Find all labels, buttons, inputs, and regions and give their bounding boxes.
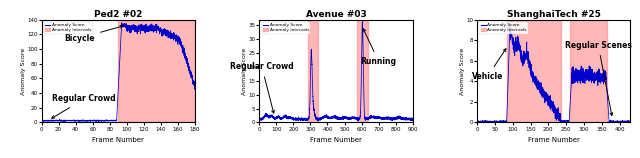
Legend: Anomaly Score, Anomaly Intervals: Anomaly Score, Anomaly Intervals bbox=[44, 22, 93, 34]
Text: Regular Scenes: Regular Scenes bbox=[565, 41, 632, 115]
Bar bbox=[308, 20, 318, 122]
Text: Regular Crowd: Regular Crowd bbox=[52, 94, 116, 118]
Y-axis label: Anomaly Score: Anomaly Score bbox=[460, 47, 465, 95]
Text: Running: Running bbox=[360, 29, 397, 66]
Bar bbox=[118, 20, 195, 122]
Text: Bicycle: Bicycle bbox=[65, 25, 123, 43]
X-axis label: Frame Number: Frame Number bbox=[528, 137, 580, 143]
Bar bbox=[508, 20, 561, 122]
Legend: Anomaly Score, Anomaly Intervals: Anomaly Score, Anomaly Intervals bbox=[479, 22, 528, 34]
Title: ShanghaiTech #25: ShanghaiTech #25 bbox=[507, 10, 601, 19]
Bar bbox=[570, 20, 607, 122]
Text: Regular Crowd: Regular Crowd bbox=[230, 62, 294, 113]
Text: Vehicle: Vehicle bbox=[472, 49, 506, 81]
Bar bbox=[357, 20, 369, 122]
X-axis label: Frame Number: Frame Number bbox=[310, 137, 362, 143]
Y-axis label: Anomaly Score: Anomaly Score bbox=[242, 47, 247, 95]
Y-axis label: Anomaly Score: Anomaly Score bbox=[20, 47, 26, 95]
X-axis label: Frame Number: Frame Number bbox=[92, 137, 144, 143]
Title: Ped2 #02: Ped2 #02 bbox=[94, 10, 143, 19]
Title: Avenue #03: Avenue #03 bbox=[306, 10, 366, 19]
Legend: Anomaly Score, Anomaly Intervals: Anomaly Score, Anomaly Intervals bbox=[262, 22, 310, 34]
